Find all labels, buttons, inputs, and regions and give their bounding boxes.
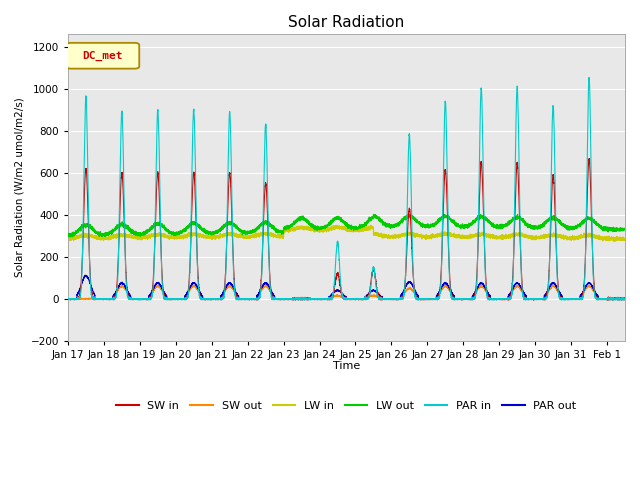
PAR in: [621, 296, 629, 302]
Line: SW in: SW in: [68, 158, 625, 300]
SW out: [621, 296, 629, 302]
PAR in: [485, 295, 493, 301]
LW in: [64, 236, 72, 241]
SW in: [522, 296, 529, 301]
PAR in: [585, 74, 593, 80]
SW in: [586, 156, 593, 161]
PAR in: [522, 296, 529, 301]
PAR out: [129, 296, 137, 301]
SW out: [522, 293, 529, 299]
SW out: [129, 296, 137, 301]
SW out: [485, 292, 493, 298]
LW in: [367, 222, 375, 228]
LW out: [64, 231, 72, 237]
SW out: [276, 296, 284, 301]
LW in: [535, 234, 543, 240]
SW out: [64, 296, 72, 302]
SW in: [129, 296, 137, 302]
LW out: [404, 211, 412, 217]
LW out: [621, 227, 629, 233]
PAR out: [276, 296, 284, 302]
SW in: [228, 212, 236, 218]
Line: PAR in: PAR in: [68, 77, 625, 300]
SW in: [621, 296, 629, 301]
SW in: [485, 295, 493, 301]
LW out: [65, 234, 72, 240]
SW in: [535, 297, 543, 302]
LW in: [522, 234, 529, 240]
PAR in: [276, 296, 284, 302]
PAR in: [228, 191, 236, 197]
LW in: [621, 236, 629, 241]
Line: LW in: LW in: [68, 225, 625, 241]
LW out: [522, 220, 529, 226]
LW in: [611, 239, 619, 244]
SW out: [503, 296, 511, 302]
LW out: [276, 229, 284, 235]
X-axis label: Time: Time: [333, 361, 360, 371]
Line: SW out: SW out: [68, 285, 625, 299]
LW out: [228, 219, 236, 225]
LW in: [485, 234, 493, 240]
LW out: [536, 223, 543, 229]
Title: Solar Radiation: Solar Radiation: [289, 15, 404, 30]
LW out: [485, 218, 493, 224]
LW out: [129, 229, 137, 235]
PAR in: [490, 297, 498, 303]
LW in: [228, 232, 236, 238]
LW in: [276, 234, 284, 240]
SW out: [536, 296, 543, 301]
Line: PAR out: PAR out: [68, 276, 625, 299]
SW out: [228, 284, 236, 290]
SW in: [276, 296, 284, 302]
PAR out: [228, 282, 236, 288]
PAR in: [64, 296, 72, 302]
LW in: [129, 235, 137, 241]
FancyBboxPatch shape: [67, 43, 140, 69]
PAR in: [535, 296, 543, 302]
Text: DC_met: DC_met: [83, 50, 123, 60]
SW in: [64, 296, 72, 302]
PAR out: [621, 296, 629, 302]
PAR out: [522, 292, 529, 298]
Legend: SW in, SW out, LW in, LW out, PAR in, PAR out: SW in, SW out, LW in, LW out, PAR in, PA…: [112, 396, 581, 415]
PAR out: [64, 296, 72, 301]
Line: LW out: LW out: [68, 214, 625, 237]
PAR out: [536, 296, 543, 301]
SW in: [417, 297, 424, 303]
SW out: [262, 282, 269, 288]
Y-axis label: Solar Radiation (W/m2 umol/m2/s): Solar Radiation (W/m2 umol/m2/s): [15, 97, 25, 277]
PAR out: [359, 296, 367, 302]
PAR out: [82, 273, 90, 278]
PAR in: [129, 296, 137, 302]
PAR out: [485, 292, 493, 298]
